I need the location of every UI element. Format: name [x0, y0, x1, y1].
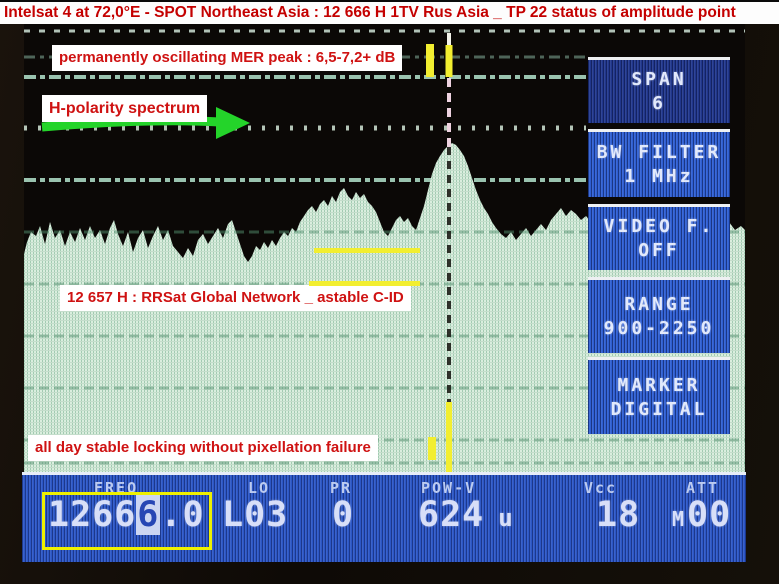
yellow-level-line-bottom	[309, 281, 420, 286]
att-mode-prefix: M	[672, 507, 686, 531]
button-label: BW FILTER	[596, 142, 722, 163]
pow-v-value: 624 u	[418, 495, 514, 535]
button-label: RANGE	[624, 294, 694, 315]
annotation-h-polarity: H-polarity spectrum	[42, 95, 208, 123]
annotation-mer-peak: permanently oscillating MER peak : 6,5-7…	[52, 45, 403, 71]
page-title: Intelsat 4 at 72,0°E - SPOT Northeast As…	[4, 4, 736, 21]
pow-v-unit: u	[498, 504, 514, 532]
vcc-label: Vcc	[584, 479, 618, 497]
yellow-bar-locking	[428, 437, 436, 460]
pr-label: PR	[330, 479, 353, 497]
button-value: 1 MHz	[624, 166, 694, 187]
status-bar: FREQ 12666.0 LO L03 PR 0 POW-V 624 u Vcc …	[22, 472, 746, 562]
span-button[interactable]: SPAN 6	[588, 57, 730, 123]
range-button[interactable]: RANGE 900-2250	[588, 277, 730, 353]
freq-field[interactable]: 12666.0	[48, 495, 205, 535]
annotation-network: 12 657 H : RRSat Global Network _ astabl…	[60, 285, 411, 311]
title-bar: Intelsat 4 at 72,0°E - SPOT Northeast As…	[0, 0, 779, 24]
annotation-locking: all day stable locking without pixellati…	[28, 435, 378, 461]
button-label: MARKER	[617, 374, 701, 396]
button-value: DIGITAL	[610, 398, 708, 420]
lo-label: LO	[248, 479, 271, 497]
freq-cursor-digit: 6	[136, 495, 161, 535]
freq-digits: 1266	[48, 495, 137, 535]
button-value: OFF	[638, 240, 680, 261]
yellow-bar-mer	[426, 44, 434, 77]
bw-filter-button[interactable]: BW FILTER 1 MHz	[588, 129, 730, 197]
freq-decimals: .0	[160, 495, 205, 535]
att-value: M00	[672, 495, 731, 535]
att-number: 00	[687, 495, 732, 535]
marker-button[interactable]: MARKER DIGITAL	[588, 357, 730, 434]
video-filter-button[interactable]: VIDEO F. OFF	[588, 204, 730, 270]
pow-v-label: POW-V	[421, 479, 477, 497]
button-label: SPAN	[631, 69, 687, 90]
button-label: VIDEO F.	[603, 216, 715, 237]
button-value: 6	[652, 93, 666, 114]
vcc-value: 18	[596, 495, 641, 535]
yellow-level-line-top	[314, 248, 420, 253]
button-value: 900-2250	[603, 318, 715, 339]
pow-v-number: 624	[418, 495, 485, 535]
lo-value: L03	[222, 495, 289, 535]
att-label: ATT	[686, 479, 720, 497]
pr-value: 0	[332, 495, 355, 535]
